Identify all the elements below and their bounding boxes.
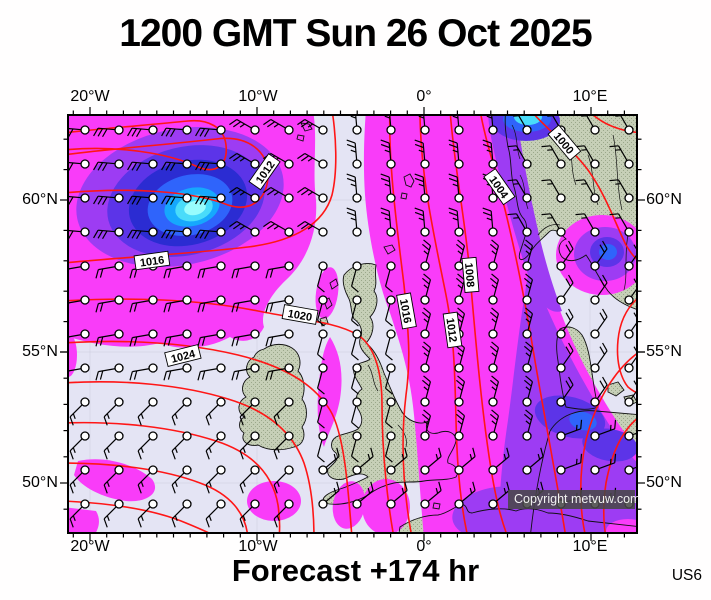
forecast-label: Forecast +174 hr [231,553,480,588]
axis-label: 20°W [70,538,110,555]
axis-label: 55°N [22,343,58,360]
page-title: 1200 GMT Sun 26 Oct 2025 [119,12,592,55]
svg-text:1008: 1008 [462,262,476,287]
svg-text:1012: 1012 [443,317,458,343]
model-label: US6 [671,567,702,584]
axis-label: 55°N [646,343,682,360]
svg-text:1016: 1016 [139,254,165,269]
axis-label: 60°N [22,191,58,208]
svg-text:1024: 1024 [170,348,198,366]
copyright-badge: Copyright metvuw.com [508,490,640,509]
svg-text:1020: 1020 [287,308,313,324]
axis-label: 10°E [572,538,608,555]
axis-label: 20°W [70,88,110,105]
axis-label: 0° [416,538,432,555]
axis-label: 50°N [22,474,58,491]
weather-map: 1012 1016 1024 1020 1016 1012 1008 1004 1000 Cop… [58,105,647,543]
axis-label: 10°E [572,88,608,105]
axis-label: 0° [416,88,432,105]
axis-label: 10°W [238,88,278,105]
axis-label: 50°N [646,474,682,491]
svg-text:1016: 1016 [397,298,413,324]
axis-label: 60°N [646,191,682,208]
axis-label: 10°W [238,538,278,555]
